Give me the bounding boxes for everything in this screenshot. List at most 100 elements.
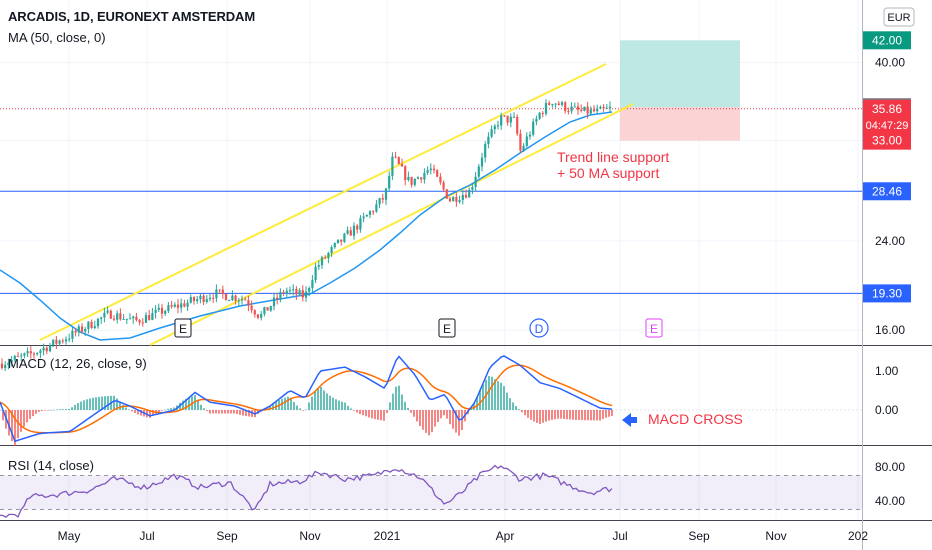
macd-histogram-bar [578,410,580,421]
macd-histogram-bar [533,410,535,422]
macd-histogram-bar [338,400,340,410]
candle-body [596,108,599,112]
macd-histogram-bar [188,397,190,410]
time-axis-label: Nov [765,529,786,543]
rsi-legend: RSI (14, close) [8,458,94,473]
rsi-band [0,475,862,510]
candle-body [461,195,464,201]
candle-body [592,109,596,112]
candle-body [413,178,416,185]
macd-histogram-bar [482,384,484,410]
candle-body [272,297,276,307]
macd-histogram-bar [149,410,151,418]
candle-body [324,257,327,259]
candle-body [490,129,493,137]
ma-legend: MA (50, close, 0) [8,30,106,45]
candle-body [90,321,93,328]
candle-body [132,316,135,319]
macd-histogram-bar [443,410,445,416]
candle-body [224,293,228,301]
candle-body [10,359,13,363]
macd-histogram-bar [560,410,562,419]
macd-histogram-bar [527,410,529,418]
candle-body [231,295,234,300]
macd-histogram-bar [56,409,58,411]
macd-histogram-bar [350,408,352,410]
candle-body [570,106,573,112]
macd-histogram-bar [566,410,568,420]
candle-body [45,347,48,352]
macd-histogram-bar [314,391,316,410]
candle-body [157,307,160,310]
macd-histogram-bar [344,402,346,410]
countdown-label: 04:47:29 [866,120,909,132]
candle-body [448,198,452,202]
macd-histogram-bar [80,401,82,410]
candle-body [589,109,592,114]
candle-body [260,314,263,318]
macd-histogram-bar [287,396,289,410]
arrow-left-icon [622,413,637,427]
candle-body [471,186,474,190]
candle-body [474,176,477,187]
macd-histogram-bar [290,397,292,410]
candle-body [320,257,324,266]
target-zone [620,40,740,108]
candle-body [253,310,256,315]
candle-body [327,253,330,259]
macd-histogram-bar [242,410,244,416]
macd-histogram-bar [194,395,196,410]
candle-body [583,106,586,111]
candle-body [29,351,32,354]
macd-histogram-bar [311,396,313,410]
candle-body [416,177,420,179]
macd-histogram-bar [164,409,166,411]
candle-body [432,168,436,171]
price-label-badge [863,31,911,50]
macd-histogram-bar [599,410,601,421]
macd-histogram-bar [302,410,304,411]
currency-label: EUR [887,12,910,24]
macd-histogram-bar [245,410,247,417]
macd-histogram-bar [506,392,508,410]
macd-histogram-bar [221,410,223,414]
macd-histogram-bar [431,410,433,433]
candle-body [295,288,298,295]
macd-histogram-bar [224,410,226,414]
macd-histogram-bar [296,405,298,410]
candle-body [237,300,240,302]
macd-histogram-bar [104,396,106,410]
candle-body [26,351,29,354]
candle-body [64,339,68,342]
macd-histogram-bar [185,398,187,410]
candle-body [522,145,525,151]
macd-histogram-bar [347,405,349,410]
candle-body [519,133,522,151]
macd-histogram-bar [38,410,40,412]
price-label-text: 19.30 [872,286,902,300]
candle-body [500,115,503,126]
macd-histogram-bar [284,397,286,410]
candle-body [535,118,538,122]
macd-histogram-bar [389,402,391,410]
candle-body [362,216,365,219]
macd-histogram-bar [32,410,34,417]
candle-body [58,340,61,344]
candle-body [208,297,212,300]
macd-histogram-bar [539,410,541,425]
candle-body [13,356,16,360]
candle-body [282,291,285,294]
macd-histogram-bar [113,395,115,410]
rsi-tick-label: 40.00 [875,494,905,508]
candle-body [154,309,157,313]
candle-body [567,111,570,113]
candle-body [192,297,196,301]
macd-histogram-bar [29,410,31,419]
time-axis-label: Jul [139,529,154,543]
candle-body [410,176,413,185]
macd-histogram-bar [458,410,460,436]
candle-body [186,302,189,307]
candle-body [506,115,509,123]
macd-histogram-bar [14,410,16,446]
